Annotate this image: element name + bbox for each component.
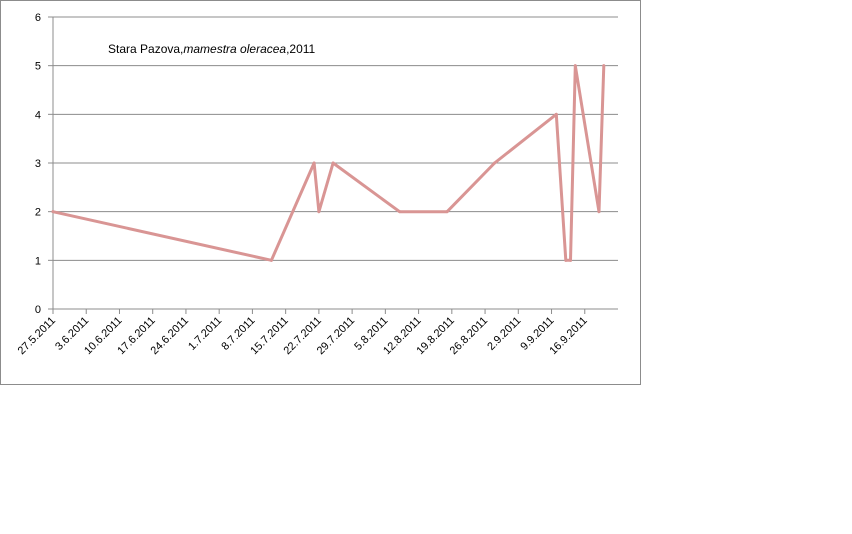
chart-title: Stara Pazova,mamestra oleracea,2011 — [108, 42, 316, 56]
x-tick-label: 2.9.2011 — [485, 315, 523, 353]
data-point — [269, 258, 273, 262]
y-tick-label: 6 — [35, 12, 41, 24]
data-point — [317, 210, 321, 214]
data-point — [602, 64, 606, 68]
y-tick-label: 2 — [35, 207, 41, 219]
data-point — [569, 258, 573, 262]
data-point — [573, 64, 577, 68]
data-point — [493, 161, 497, 165]
series-line-0 — [51, 64, 606, 262]
data-point — [312, 161, 316, 165]
data-point — [445, 210, 449, 214]
chart-frame: 0 1 2 3 4 5 6 27.5.2011 3.6.2011 10.6.2011 17.6.2… — [0, 0, 641, 385]
y-tick-label: 4 — [35, 109, 41, 121]
y-tick-label: 0 — [35, 304, 41, 316]
data-point — [331, 161, 335, 165]
y-tick-labels: 0 1 2 3 4 5 6 — [35, 12, 41, 316]
data-point — [554, 112, 558, 116]
title-part-location: Stara Pazova, — [108, 42, 183, 56]
axes — [48, 16, 618, 314]
y-tick-label: 3 — [35, 158, 41, 170]
x-tick-label: 1.7.2011 — [186, 315, 224, 353]
data-point — [398, 210, 402, 214]
title-part-year: ,2011 — [286, 42, 315, 56]
y-tick-label: 1 — [35, 255, 41, 267]
x-tick-labels: 27.5.20113.6.201110.6.201117.6.201124.6.… — [16, 315, 590, 358]
y-tick-label: 5 — [35, 61, 41, 73]
data-point — [597, 210, 601, 214]
series — [51, 64, 606, 262]
line-chart: 0 1 2 3 4 5 6 27.5.20113.6.201110.6.201117.6.2… — [16, 12, 618, 358]
data-point — [564, 258, 568, 262]
data-point — [51, 210, 55, 214]
x-tick-label: 27.5.2011 — [16, 315, 59, 358]
title-part-species: mamestra oleracea — [183, 42, 286, 56]
